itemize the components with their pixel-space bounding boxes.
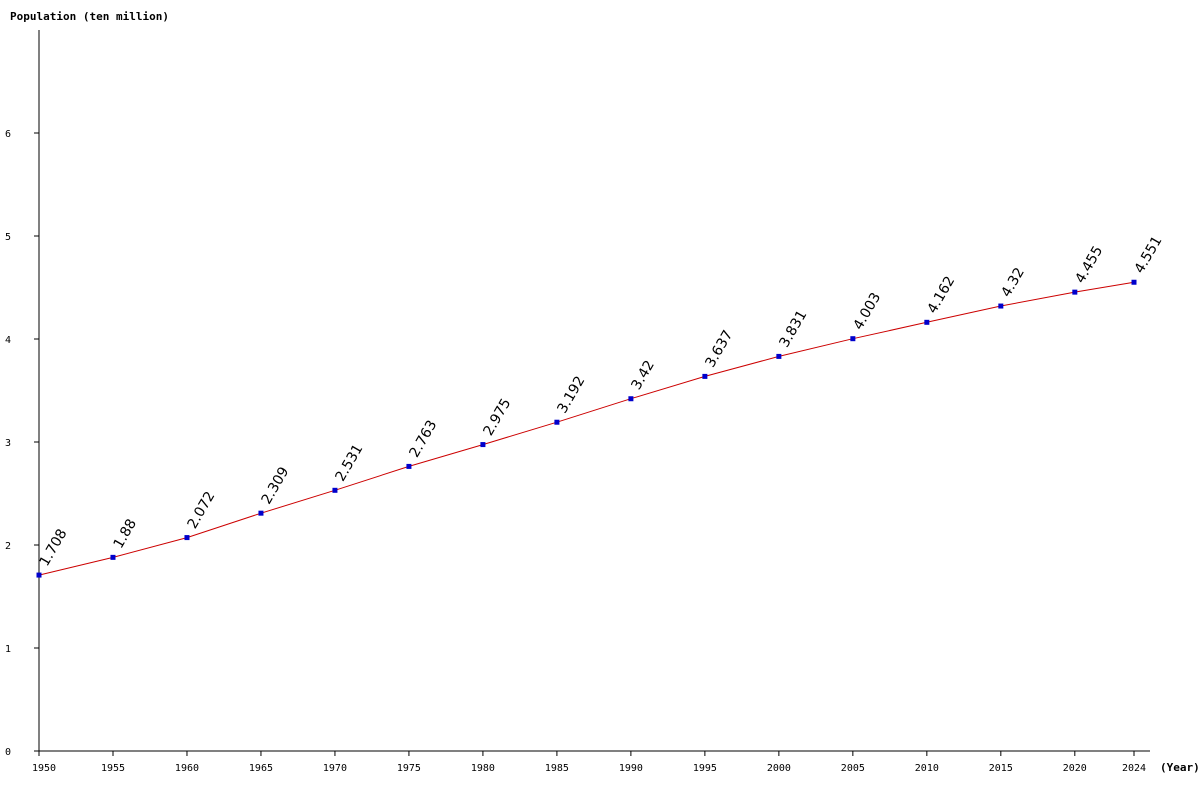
population-series-line (38, 281, 1135, 576)
data-point-marker (924, 319, 930, 325)
data-point-label: 1.88 (111, 516, 140, 551)
x-tick-label: 2020 (1063, 763, 1087, 774)
data-point-label: 4.003 (850, 290, 884, 333)
x-tick-label: 2024 (1122, 763, 1146, 774)
data-point-label: 1.708 (37, 526, 71, 569)
x-tick-label: 2010 (915, 763, 939, 774)
data-point-label: 4.32 (998, 265, 1027, 300)
data-point-label: 3.637 (702, 328, 736, 371)
x-tick-label: 1990 (619, 763, 643, 774)
data-point-label: 2.531 (333, 442, 367, 485)
data-point-marker (702, 373, 708, 379)
y-tick-label: 1 (5, 644, 11, 655)
y-axis-title: Population (ten million) (10, 10, 169, 23)
x-tick-label: 2015 (989, 763, 1013, 774)
x-tick-label: 1965 (249, 763, 273, 774)
data-point-marker (628, 396, 634, 402)
x-tick-label: 1955 (101, 763, 125, 774)
data-point-label: 4.551 (1132, 234, 1166, 277)
data-point-marker (184, 535, 190, 541)
data-point-marker (332, 487, 338, 493)
data-point-label: 2.975 (481, 396, 515, 439)
x-axis-title: (Year) (1160, 761, 1200, 774)
data-point-marker (1072, 289, 1078, 295)
y-tick-label: 3 (5, 438, 11, 449)
data-point-label: 4.455 (1072, 243, 1106, 286)
x-tick-label: 2005 (841, 763, 865, 774)
data-point-label: 4.162 (924, 274, 958, 317)
data-point-marker (110, 554, 116, 560)
y-tick-label: 6 (5, 129, 11, 140)
x-tick-label: 1995 (693, 763, 717, 774)
data-point-label: 3.192 (555, 374, 589, 417)
data-point-label: 2.309 (259, 464, 293, 507)
data-point-label: 2.072 (185, 489, 219, 532)
data-point-marker (480, 442, 486, 448)
data-point-marker (258, 510, 264, 516)
x-tick-label: 1980 (471, 763, 495, 774)
data-point-marker (998, 303, 1004, 309)
data-point-marker (850, 336, 856, 342)
data-point-label: 2.763 (407, 418, 441, 461)
data-point-label: 3.42 (628, 358, 657, 393)
y-tick-label: 2 (5, 541, 11, 552)
y-tick-label: 0 (5, 747, 11, 758)
x-tick-label: 1975 (397, 763, 421, 774)
y-tick-label: 5 (5, 232, 11, 243)
x-tick-label: 1960 (175, 763, 199, 774)
x-tick-label: 1970 (323, 763, 347, 774)
x-tick-label: 2000 (767, 763, 791, 774)
data-point-marker (1131, 279, 1137, 285)
x-tick-label: 1985 (545, 763, 569, 774)
data-point-marker (406, 463, 412, 469)
data-point-marker (776, 353, 782, 359)
data-point-marker (554, 419, 560, 425)
data-point-label: 3.831 (776, 308, 810, 351)
data-point-marker (36, 572, 42, 578)
x-tick-label: 1950 (32, 763, 56, 774)
y-tick-label: 4 (5, 335, 11, 346)
